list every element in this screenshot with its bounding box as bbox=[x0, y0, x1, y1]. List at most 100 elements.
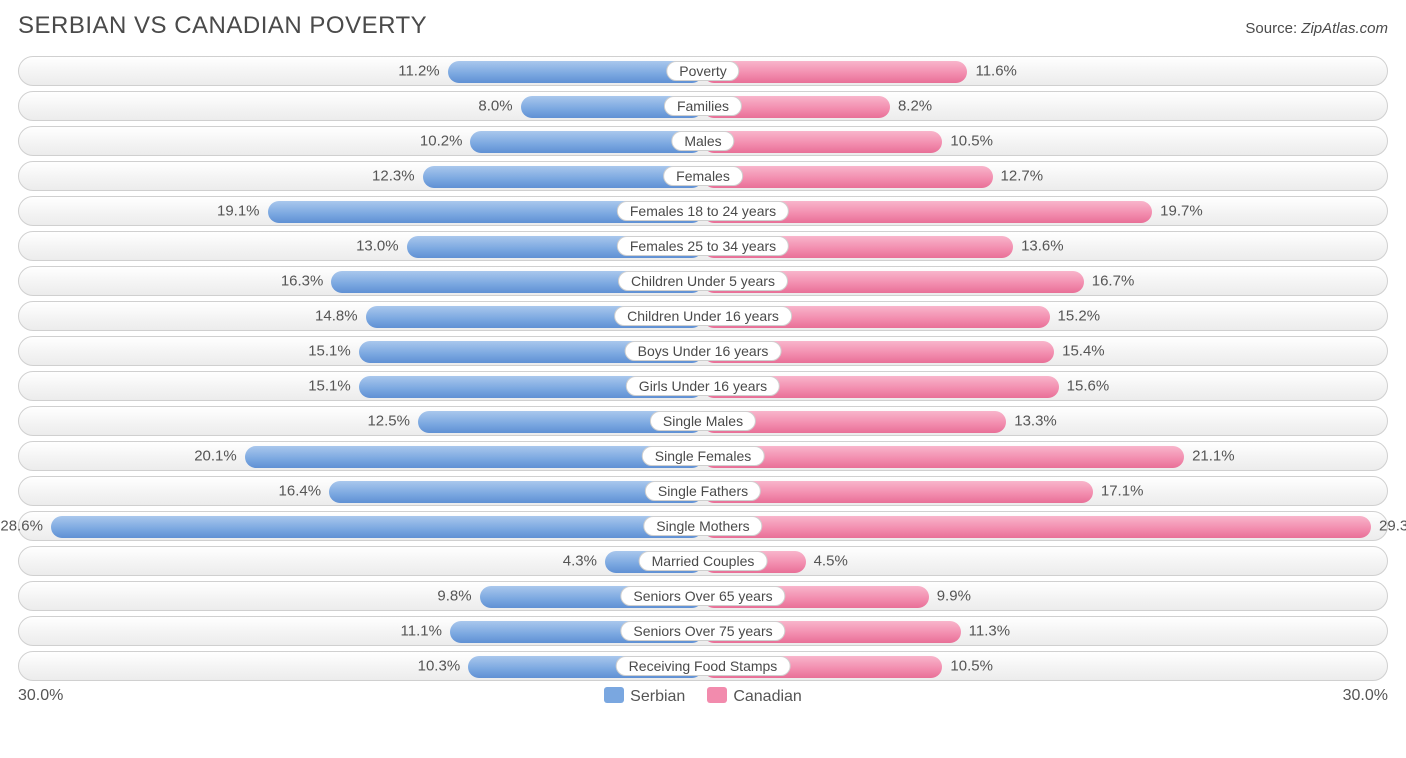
value-label-left: 16.3% bbox=[281, 273, 324, 290]
row-half-right: 15.6% bbox=[703, 372, 1387, 400]
chart-row: 15.1% 15.6%Girls Under 16 years bbox=[18, 371, 1388, 401]
row-half-right: 29.3% bbox=[703, 512, 1387, 540]
row-half-left: 16.3% bbox=[19, 267, 703, 295]
chart-title: SERBIAN VS CANADIAN POVERTY bbox=[18, 12, 427, 40]
category-label: Single Females bbox=[642, 446, 765, 466]
row-half-right: 12.7% bbox=[703, 162, 1387, 190]
bar-left bbox=[245, 446, 703, 468]
legend-item-right: Canadian bbox=[707, 687, 802, 706]
category-label: Married Couples bbox=[639, 551, 768, 571]
value-label-right: 8.2% bbox=[898, 98, 932, 115]
chart-footer: 30.0% Serbian Canadian 30.0% bbox=[18, 687, 1388, 706]
chart-row: 4.3% 4.5% Married Couples bbox=[18, 546, 1388, 576]
source-label: Source: bbox=[1245, 20, 1301, 37]
row-half-right: 10.5% bbox=[703, 127, 1387, 155]
category-label: Females 25 to 34 years bbox=[617, 236, 789, 256]
chart-container: SERBIAN VS CANADIAN POVERTY Source: ZipA… bbox=[0, 0, 1406, 758]
value-label-left: 8.0% bbox=[478, 98, 512, 115]
value-label-left: 15.1% bbox=[308, 378, 351, 395]
value-label-left: 15.1% bbox=[308, 343, 351, 360]
row-half-right: 15.4% bbox=[703, 337, 1387, 365]
legend-swatch-left bbox=[604, 687, 624, 703]
value-label-left: 11.2% bbox=[398, 63, 439, 80]
row-half-left: 8.0% bbox=[19, 92, 703, 120]
value-label-right: 19.7% bbox=[1160, 203, 1203, 220]
value-label-right: 4.5% bbox=[814, 553, 848, 570]
bar-left bbox=[423, 166, 703, 188]
row-half-right: 8.2% bbox=[703, 92, 1387, 120]
footer-spacer-right bbox=[802, 687, 1343, 706]
category-label: Receiving Food Stamps bbox=[616, 656, 791, 676]
legend-item-left: Serbian bbox=[604, 687, 685, 706]
category-label: Males bbox=[671, 131, 734, 151]
category-label: Families bbox=[664, 96, 742, 116]
value-label-left: 19.1% bbox=[217, 203, 260, 220]
bar-right bbox=[703, 61, 967, 83]
category-label: Boys Under 16 years bbox=[625, 341, 782, 361]
bar-left bbox=[51, 516, 703, 538]
value-label-right: 15.4% bbox=[1062, 343, 1105, 360]
category-label: Single Mothers bbox=[643, 516, 762, 536]
value-label-right: 12.7% bbox=[1001, 168, 1044, 185]
row-half-left: 13.0% bbox=[19, 232, 703, 260]
category-label: Seniors Over 75 years bbox=[620, 621, 785, 641]
bar-right bbox=[703, 131, 942, 153]
row-half-right: 19.7% bbox=[703, 197, 1387, 225]
chart-row: 13.0% 13.6%Females 25 to 34 years bbox=[18, 231, 1388, 261]
value-label-right: 11.6% bbox=[975, 63, 1016, 80]
bar-left bbox=[470, 131, 703, 153]
category-label: Females bbox=[663, 166, 743, 186]
bar-right bbox=[703, 516, 1371, 538]
chart-row: 10.2% 10.5% Males bbox=[18, 126, 1388, 156]
value-label-left: 4.3% bbox=[563, 553, 597, 570]
row-half-left: 16.4% bbox=[19, 477, 703, 505]
row-half-left: 19.1% bbox=[19, 197, 703, 225]
legend-swatch-right bbox=[707, 687, 727, 703]
row-half-right: 17.1% bbox=[703, 477, 1387, 505]
legend: Serbian Canadian bbox=[604, 687, 802, 706]
category-label: Poverty bbox=[666, 61, 739, 81]
chart-row: 20.1%21.1%Single Females bbox=[18, 441, 1388, 471]
source-attribution: Source: ZipAtlas.com bbox=[1245, 20, 1388, 37]
value-label-right: 29.3% bbox=[1379, 518, 1406, 535]
diverging-bar-chart: 11.2%11.6%Poverty8.0%8.2%Families10.2%10… bbox=[18, 56, 1388, 681]
chart-row: 12.5% 13.3% Single Males bbox=[18, 406, 1388, 436]
category-label: Single Males bbox=[650, 411, 756, 431]
value-label-right: 13.3% bbox=[1014, 413, 1057, 430]
chart-row: 9.8%9.9%Seniors Over 65 years bbox=[18, 581, 1388, 611]
row-half-right: 9.9% bbox=[703, 582, 1387, 610]
chart-row: 16.4%17.1%Single Fathers bbox=[18, 476, 1388, 506]
row-half-right: 15.2% bbox=[703, 302, 1387, 330]
bar-right bbox=[703, 166, 993, 188]
value-label-left: 12.5% bbox=[367, 413, 410, 430]
value-label-right: 16.7% bbox=[1092, 273, 1135, 290]
value-label-left: 20.1% bbox=[194, 448, 237, 465]
row-half-right: 13.6% bbox=[703, 232, 1387, 260]
row-half-left: 28.6% bbox=[19, 512, 703, 540]
row-half-left: 20.1% bbox=[19, 442, 703, 470]
row-half-left: 11.1% bbox=[19, 617, 703, 645]
value-label-right: 10.5% bbox=[950, 133, 993, 150]
row-half-left: 10.2% bbox=[19, 127, 703, 155]
value-label-left: 10.3% bbox=[418, 658, 461, 675]
row-half-left: 12.3% bbox=[19, 162, 703, 190]
value-label-left: 13.0% bbox=[356, 238, 399, 255]
header: SERBIAN VS CANADIAN POVERTY Source: ZipA… bbox=[18, 12, 1388, 40]
category-label: Girls Under 16 years bbox=[626, 376, 780, 396]
row-half-right: 11.3% bbox=[703, 617, 1387, 645]
value-label-right: 17.1% bbox=[1101, 483, 1144, 500]
value-label-left: 14.8% bbox=[315, 308, 358, 325]
row-half-left: 11.2% bbox=[19, 57, 703, 85]
row-half-right: 13.3% bbox=[703, 407, 1387, 435]
chart-row: 15.1% 15.4% Boys Under 16 years bbox=[18, 336, 1388, 366]
value-label-left: 11.1% bbox=[401, 623, 442, 640]
value-label-right: 10.5% bbox=[950, 658, 993, 675]
chart-row: 28.6%29.3%Single Mothers bbox=[18, 511, 1388, 541]
legend-label-left: Serbian bbox=[630, 688, 685, 705]
chart-row: 12.3% 12.7% Females bbox=[18, 161, 1388, 191]
chart-row: 11.1% 11.3%Seniors Over 75 years bbox=[18, 616, 1388, 646]
footer-spacer-left bbox=[63, 687, 604, 706]
legend-label-right: Canadian bbox=[733, 688, 802, 705]
chart-row: 19.1%19.7%Females 18 to 24 years bbox=[18, 196, 1388, 226]
row-half-left: 14.8% bbox=[19, 302, 703, 330]
